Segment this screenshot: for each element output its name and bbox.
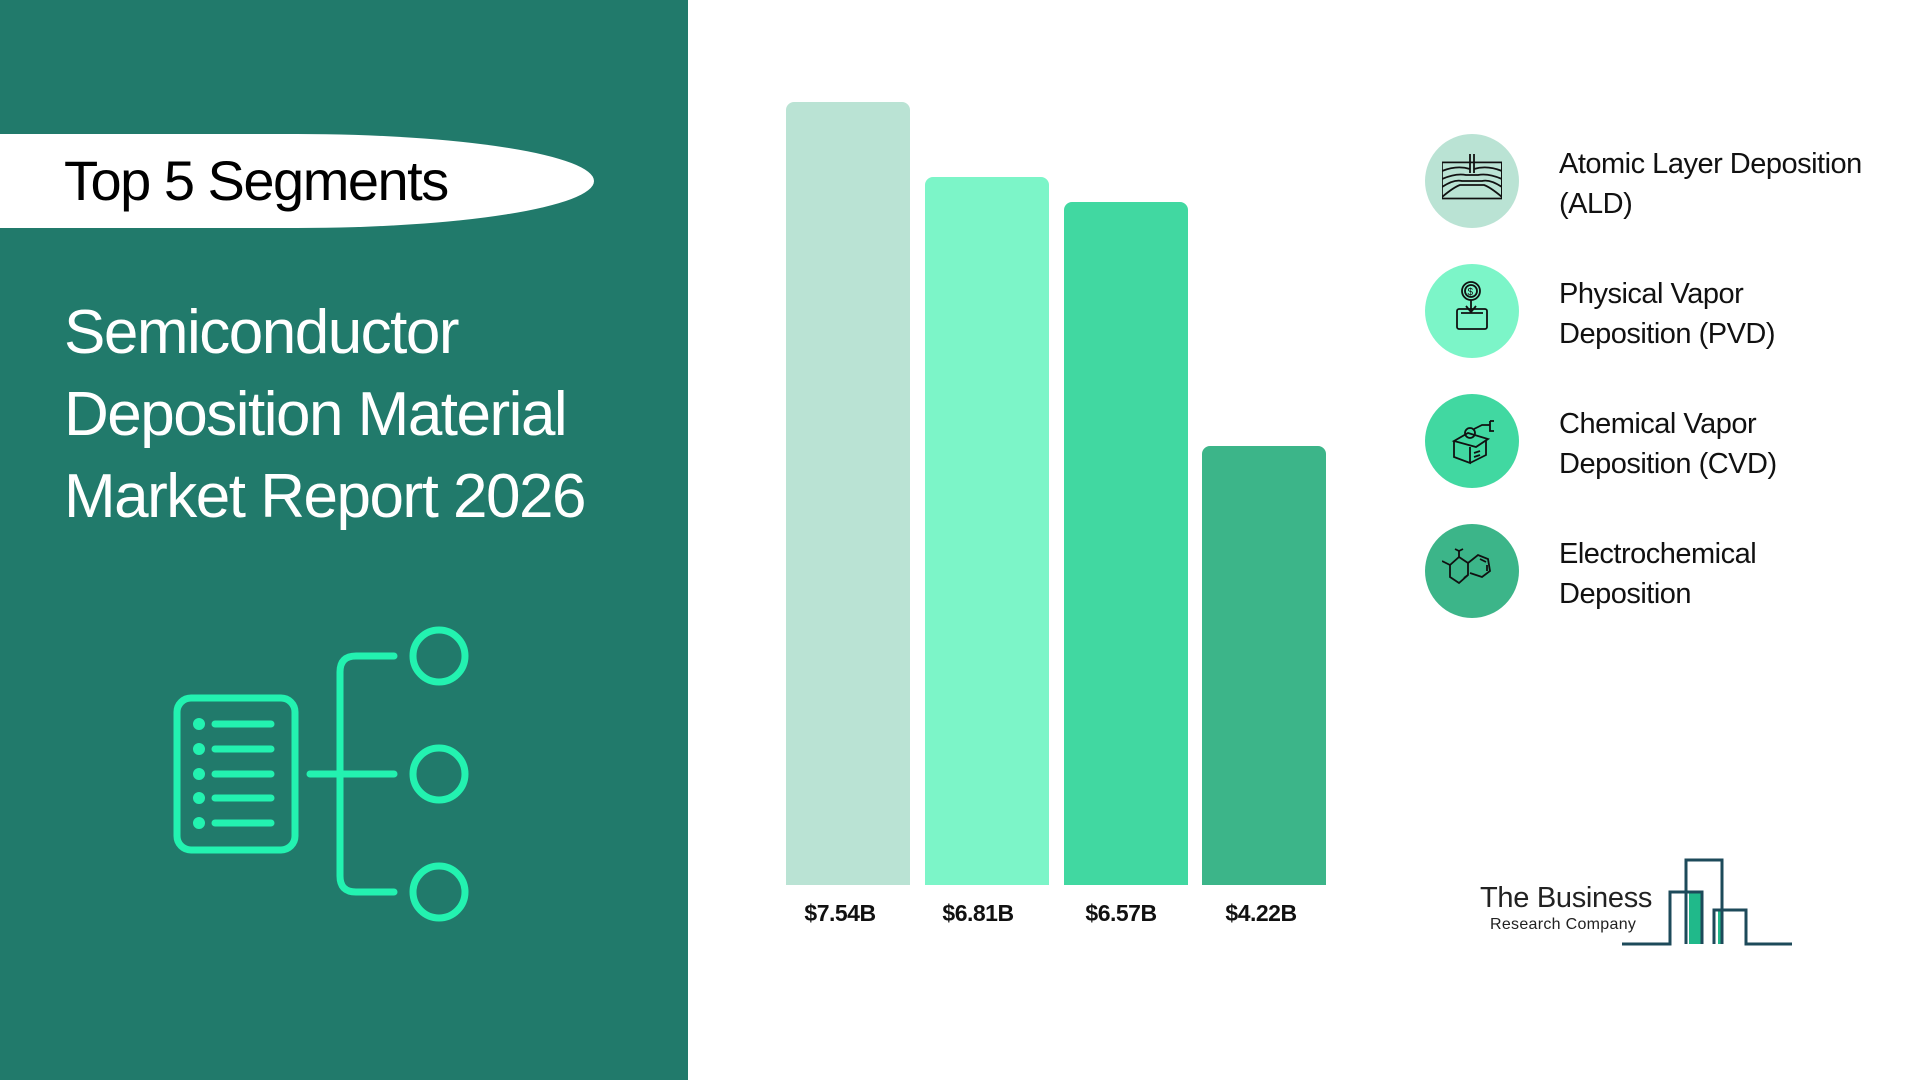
bar-value-cvd: $6.57B: [1085, 900, 1157, 926]
legend-label-cvd-1: Chemical Vapor: [1559, 408, 1757, 440]
bar-value-ecd: $4.22B: [1225, 900, 1297, 926]
report-title-line-3: Market Report 2026: [64, 462, 586, 531]
report-title-line-2: Deposition Material: [64, 380, 568, 449]
segment-hierarchy-icon: [160, 610, 480, 935]
legend-label-ald-2: (ALD): [1559, 188, 1633, 220]
logo-text-main: The Business: [1480, 882, 1653, 914]
layers-icon: [1425, 134, 1519, 228]
legend-item-cvd: Chemical Vapor Deposition (CVD): [1425, 394, 1905, 488]
bar-ecd: [1202, 446, 1326, 885]
legend-label-ecd-2: Deposition: [1559, 578, 1692, 610]
logo-text-sub: Research Company: [1490, 916, 1637, 933]
banner-title: Top 5 Segments: [64, 149, 449, 212]
report-title-line-1: Semiconductor: [64, 298, 460, 367]
company-logo: The Business Research Company: [1470, 840, 1810, 950]
logo-buildings-icon: [1622, 858, 1792, 946]
svg-text:$: $: [1468, 287, 1474, 298]
segments-banner: [0, 134, 594, 228]
legend-label-pvd-2: Deposition (PVD): [1559, 318, 1776, 350]
bar-cvd: [1064, 202, 1188, 885]
box-coin-icon: [1425, 394, 1519, 488]
bar-value-pvd: $6.81B: [942, 900, 1014, 926]
legend-item-pvd: $ Physical Vapor Deposition (PVD): [1425, 264, 1905, 358]
legend-item-ald: Atomic Layer Deposition (ALD): [1425, 134, 1905, 228]
coin-deposit-icon: $: [1425, 264, 1519, 358]
bar-pvd: [925, 177, 1049, 885]
bar-ald: [786, 102, 910, 885]
molecule-icon: [1425, 524, 1519, 618]
legend-label-cvd-2: Deposition (CVD): [1559, 448, 1777, 480]
legend-label-pvd-1: Physical Vapor: [1559, 278, 1744, 310]
legend-label-ecd-1: Electrochemical: [1559, 538, 1757, 570]
report-title: Semiconductor Deposition Material Market…: [64, 292, 664, 538]
bar-value-ald: $7.54B: [804, 900, 876, 926]
legend-item-ecd: Electrochemical Deposition: [1425, 524, 1905, 618]
legend-label-ald-1: Atomic Layer Deposition: [1559, 148, 1862, 180]
